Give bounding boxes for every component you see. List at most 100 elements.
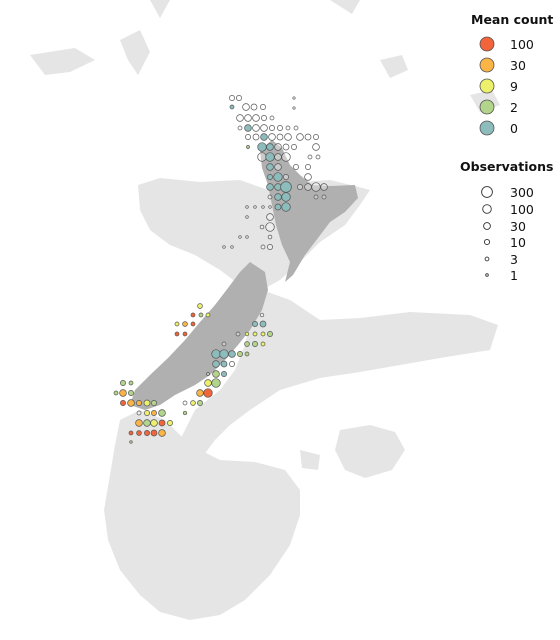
observation-circle	[305, 164, 311, 170]
observation-circle	[313, 134, 319, 140]
observation-circle	[174, 331, 180, 337]
observation-circle	[244, 331, 250, 337]
observation-circle	[259, 320, 267, 328]
legend-observations: Observations 300 100 30 10 3 1	[460, 159, 553, 283]
observation-circle	[190, 312, 196, 318]
observation-circle	[196, 389, 204, 397]
observation-circle	[261, 115, 267, 121]
observation-circle	[260, 244, 266, 250]
legend-obs-label-10: 10	[510, 235, 526, 250]
observation-circle	[205, 312, 211, 318]
legend-obs-label-3: 3	[510, 252, 518, 267]
observation-circle	[237, 351, 243, 357]
observation-circle	[274, 193, 282, 201]
observation-circle	[265, 222, 275, 232]
observation-circle	[284, 133, 292, 141]
legend-obs-item: 100	[482, 202, 534, 217]
observation-circle	[274, 203, 282, 211]
observation-circle	[267, 194, 273, 200]
observation-circle	[203, 388, 213, 398]
observation-circle	[136, 430, 142, 436]
observation-circle	[219, 349, 229, 359]
observation-circle	[269, 125, 275, 131]
observation-circle	[144, 410, 150, 416]
legend-obs-item: 3	[484, 252, 518, 267]
observation-circle	[128, 380, 134, 386]
observation-circle	[244, 124, 252, 132]
observation-circle	[250, 103, 258, 111]
observation-circle	[266, 213, 274, 221]
observation-circle	[245, 205, 249, 209]
observation-circle	[304, 133, 312, 141]
observation-circle	[238, 235, 242, 239]
legend-obs-circle-100	[482, 204, 492, 214]
observation-circle	[143, 399, 151, 407]
observation-circle	[229, 104, 235, 110]
legend-label-9: 9	[510, 79, 518, 94]
observation-circles	[113, 95, 328, 444]
observation-circle	[261, 205, 265, 209]
observation-circle	[229, 95, 235, 101]
observation-circle	[260, 124, 268, 132]
observation-circle	[260, 331, 266, 337]
legend-obs-circle-30	[483, 222, 491, 230]
observation-circle	[136, 400, 142, 406]
observation-circle	[313, 194, 319, 200]
observation-circle	[143, 419, 151, 427]
observation-circle	[266, 163, 274, 171]
legend-obs-item: 10	[483, 235, 526, 250]
observation-circle	[144, 430, 150, 436]
observation-circle	[297, 184, 303, 190]
legend-label-0: 0	[510, 121, 518, 136]
land-main-lower	[104, 410, 300, 620]
legend-obs-item: 300	[481, 185, 534, 200]
observation-circle	[221, 341, 227, 347]
observation-circle	[245, 235, 249, 239]
legend-obs-item: 1	[485, 268, 518, 283]
observation-circle	[257, 142, 267, 152]
land-east-island	[335, 425, 405, 478]
observation-circle	[113, 390, 119, 396]
observation-circle	[273, 172, 283, 182]
legend-mean-title: Mean count	[471, 12, 553, 27]
observation-circle	[158, 429, 166, 437]
observation-circle	[151, 400, 157, 406]
land-north-fragments	[30, 0, 500, 112]
legend-swatch-9	[479, 78, 495, 94]
observation-circle	[274, 153, 282, 161]
legend-obs-title: Observations	[460, 159, 553, 174]
observation-circle	[228, 350, 236, 358]
observation-circle	[150, 419, 158, 427]
observation-circle	[198, 312, 204, 318]
observation-circle	[182, 331, 188, 337]
observation-circle	[281, 152, 291, 162]
observation-circle	[235, 331, 241, 337]
legend-swatch-100	[479, 36, 495, 52]
observation-circle	[267, 234, 273, 240]
observation-circle	[265, 152, 275, 162]
observation-circle	[259, 312, 265, 318]
observation-circle	[252, 133, 260, 141]
legend-obs-label-100: 100	[510, 202, 534, 217]
observation-circle	[252, 341, 258, 347]
legend-obs-circle-3	[484, 256, 490, 262]
observation-circle	[212, 370, 220, 378]
observation-circle	[236, 95, 242, 101]
observation-circle	[282, 143, 290, 151]
observation-circle	[212, 360, 220, 368]
legend-mean-item: 30	[479, 57, 526, 73]
observation-circle	[135, 419, 143, 427]
observation-circle	[280, 181, 292, 193]
observation-circle	[293, 125, 299, 131]
observation-circle	[268, 133, 276, 141]
observation-circle	[321, 194, 327, 200]
observation-circle	[291, 144, 297, 150]
legend-mean-count: Mean count 100 30 9 2 0	[471, 12, 553, 136]
observation-circle	[252, 331, 258, 337]
observation-circle	[128, 390, 134, 396]
observation-circle	[167, 420, 173, 426]
legend-swatch-30	[479, 57, 495, 73]
legend-mean-item: 9	[479, 78, 518, 94]
legend-obs-circle-300	[481, 186, 493, 198]
